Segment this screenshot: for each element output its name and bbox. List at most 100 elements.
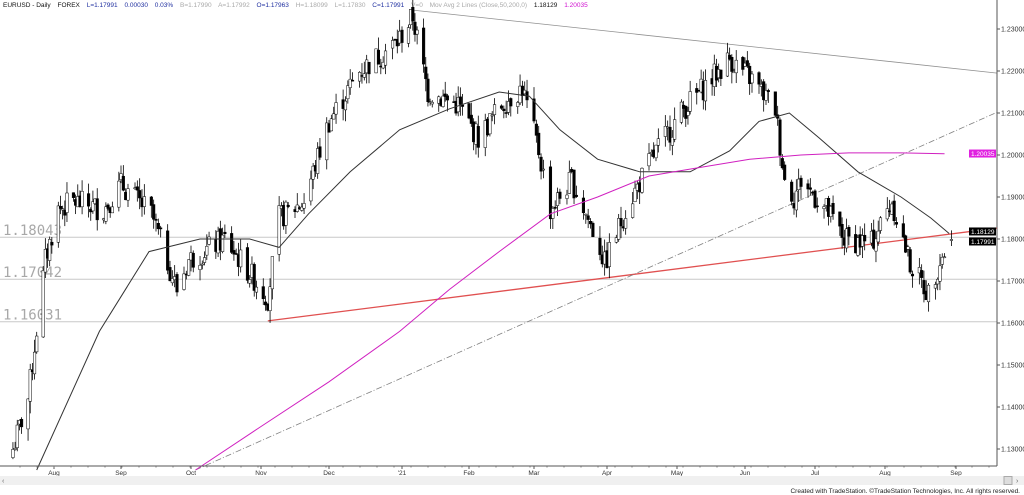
candle-up [80, 190, 84, 208]
candle-up [607, 242, 611, 267]
candle-up [268, 286, 272, 311]
candle-up [270, 256, 274, 290]
candle-up [822, 206, 826, 209]
candle-down [532, 98, 536, 122]
candle-down [95, 198, 99, 221]
candle-down [424, 66, 428, 80]
candle-up [198, 264, 202, 270]
candle-down [261, 286, 265, 300]
candle-up [656, 138, 660, 146]
candle-up [28, 369, 32, 402]
candle-down [87, 193, 91, 207]
candle-down [783, 164, 787, 180]
close: C=1.17991 [372, 2, 405, 9]
candle-up [415, 29, 419, 35]
candle-up [555, 192, 560, 206]
candle-down [847, 226, 851, 237]
candle-up [631, 203, 635, 218]
candle-up [940, 256, 944, 265]
candle-down [400, 29, 404, 43]
scroll-right-arrow[interactable]: › [1016, 478, 1019, 485]
candle-up [734, 59, 738, 74]
price-marker-label: 1.17991 [971, 239, 995, 246]
candle-up [182, 273, 186, 290]
candle-down [223, 231, 227, 234]
exchange: FOREX [57, 2, 80, 9]
high: H=1.18099 [295, 2, 328, 9]
candle-up [187, 259, 191, 276]
candle-down [159, 227, 163, 230]
candle-down [166, 230, 170, 271]
candle-up [926, 284, 931, 303]
candle-up [329, 118, 333, 132]
candle-up [248, 279, 252, 284]
candle-up [640, 167, 644, 193]
candle-up [906, 246, 910, 250]
candle-up [13, 448, 17, 450]
candle-down [901, 223, 905, 238]
candle-down [443, 93, 447, 97]
candle-down [50, 241, 54, 246]
candle-down [286, 204, 290, 207]
candle-up [617, 218, 621, 240]
candle-down [509, 98, 513, 107]
candle-up [65, 192, 69, 213]
candle-down [581, 197, 586, 214]
ma1-value: 1.18129 [533, 2, 558, 9]
candle-down [572, 169, 576, 199]
candle-down [730, 57, 734, 72]
candle-down [838, 211, 842, 227]
horizontal-scrollbar[interactable] [0, 476, 1024, 485]
last-price: L=1.17991 [86, 2, 118, 9]
candle-up [874, 238, 878, 252]
candle-up [383, 50, 388, 66]
candle-down [458, 96, 462, 105]
candle-up [309, 178, 313, 202]
candle-down [598, 237, 602, 255]
candle-up [703, 80, 708, 102]
candle-down [778, 119, 782, 156]
candle-up [362, 73, 366, 78]
candle-up [654, 144, 658, 159]
candle-down [135, 186, 139, 191]
candle-down [799, 177, 803, 187]
candle-up [764, 90, 768, 101]
candle-down [263, 301, 268, 306]
candle-up [207, 236, 211, 245]
candle-up [11, 448, 15, 458]
candle-up [584, 213, 588, 216]
chart-header: EURUSD - Daily FOREX L=1.17991 0.00030 0… [3, 2, 593, 9]
candle-up [300, 206, 304, 211]
symbol: EURUSD - Daily [3, 2, 51, 9]
candle-up [325, 122, 329, 161]
candle-down [234, 253, 238, 255]
candle-up [221, 234, 225, 252]
pct-change: 0.03% [154, 2, 174, 9]
candle-down [790, 181, 794, 202]
candle-down [586, 215, 590, 220]
scroll-left-arrow[interactable]: ‹ [2, 478, 5, 485]
trendline [412, 9, 998, 74]
candle-up [15, 424, 19, 448]
candle-down [426, 78, 430, 102]
candle-up [885, 208, 889, 220]
copyright-footer: Created with TradeStation. ©TradeStation… [790, 488, 1020, 495]
candle-down [121, 175, 125, 191]
candle-up [346, 85, 350, 100]
candle-up [541, 168, 545, 171]
candle-up [254, 286, 259, 293]
candle-down [376, 49, 381, 65]
scrollbar-thumb[interactable] [1003, 476, 1013, 485]
date-tick-label: Oct [186, 470, 196, 477]
candle-up [430, 101, 434, 105]
price-tick-label: 1.22000 [1001, 69, 1024, 76]
candle-up [686, 111, 690, 116]
volume: V=0 [411, 2, 423, 9]
candle-up [104, 206, 108, 222]
candle-up [488, 113, 492, 135]
date-tick-label: Aug [879, 470, 891, 477]
date-tick-label: Jun [740, 470, 751, 477]
candle-down [504, 112, 508, 114]
candle-up [565, 194, 569, 199]
